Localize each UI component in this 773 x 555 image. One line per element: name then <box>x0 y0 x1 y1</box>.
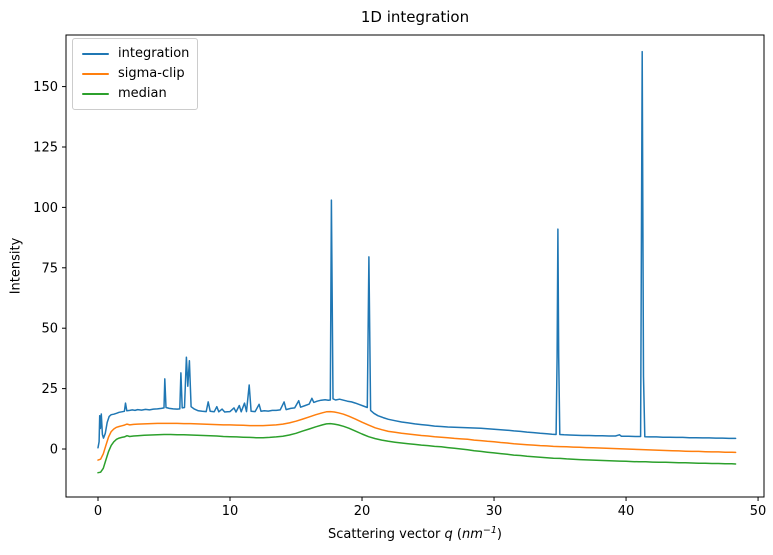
y-tick-label: 125 <box>33 140 58 155</box>
axes-border <box>65 34 765 498</box>
x-label-prefix: Scattering vector <box>328 527 445 542</box>
legend-label-sigma-clip: sigma-clip <box>118 66 185 81</box>
x-tick-label: 0 <box>94 504 102 519</box>
x-label-unit: nm <box>462 527 483 542</box>
y-tick-label: 100 <box>33 201 58 216</box>
x-tick-label: 50 <box>750 504 767 519</box>
y-tick-label: 150 <box>33 80 58 95</box>
x-label-open-paren: ( <box>452 527 462 542</box>
series-line-sigma-clip <box>97 410 737 461</box>
legend-line-median-icon <box>82 92 109 96</box>
x-axis-label: Scattering vector q (nm−1) <box>66 525 764 542</box>
legend-label-integration: integration <box>118 46 190 61</box>
series-line-median <box>97 422 737 474</box>
x-tick-label: 40 <box>618 504 635 519</box>
series-line-integration <box>97 50 737 449</box>
x-tick-label: 10 <box>222 504 239 519</box>
legend-item: integration <box>82 44 189 64</box>
legend-label-median: median <box>118 86 167 101</box>
x-label-exponent: −1 <box>482 525 497 536</box>
legend: integration sigma-clip median <box>72 38 198 110</box>
x-label-q: q <box>444 527 453 542</box>
y-tick-label: 25 <box>41 382 58 397</box>
y-tick-label: 50 <box>41 322 58 337</box>
x-tick-label: 20 <box>354 504 371 519</box>
y-axis-label: Intensity <box>8 237 24 295</box>
y-tick-label: 75 <box>41 261 58 276</box>
legend-line-sigma-clip-icon <box>82 72 109 76</box>
legend-item: median <box>82 84 189 104</box>
x-tick-label: 30 <box>486 504 503 519</box>
legend-line-integration-icon <box>82 52 109 56</box>
chart-title: 1D integration <box>360 8 470 26</box>
legend-item: sigma-clip <box>82 64 189 84</box>
x-label-close-paren: ) <box>496 527 502 542</box>
y-tick-label: 0 <box>50 443 58 458</box>
